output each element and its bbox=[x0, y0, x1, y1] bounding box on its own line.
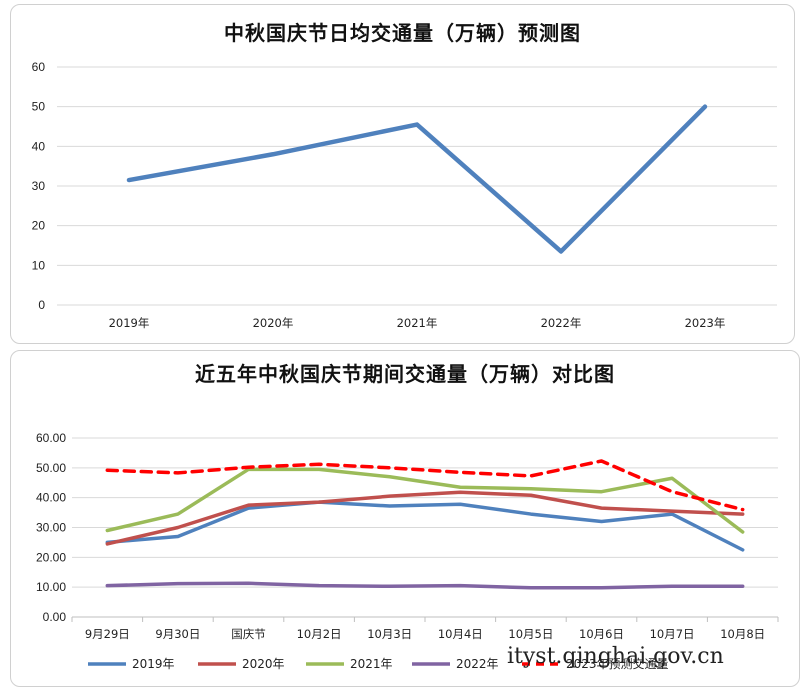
chart-panel-comparison: 近五年中秋国庆节期间交通量（万辆）对比图 bbox=[10, 350, 800, 687]
watermark-text: ityst.qinghai.gov.cn bbox=[507, 644, 724, 669]
c2-series-line bbox=[105, 581, 745, 590]
c2-legend-label: 2023年预测交通量 bbox=[566, 656, 669, 671]
c1-ytick-label: 0 bbox=[38, 298, 45, 312]
c2-legend-label: 2019年 bbox=[132, 657, 175, 671]
c2-xtick-label: 10月2日 bbox=[297, 627, 342, 641]
c2-ytick-label: 10.00 bbox=[36, 580, 66, 594]
chart-title-comparison: 近五年中秋国庆节期间交通量（万辆）对比图 bbox=[195, 362, 615, 386]
c1-ytick-label: 10 bbox=[32, 258, 46, 272]
c1-series-line bbox=[126, 104, 708, 254]
c2-legend-label: 2020年 bbox=[242, 657, 285, 671]
c2-ytick-label: 20.00 bbox=[36, 550, 66, 564]
c2-legend-label: 2022年 bbox=[456, 657, 499, 671]
c2-legend-label: 2021年 bbox=[350, 657, 393, 671]
c2-ytick-label: 40.00 bbox=[36, 491, 66, 505]
c2-ytick-label: 60.00 bbox=[36, 431, 66, 445]
c1-ytick-label: 20 bbox=[32, 219, 46, 233]
c2-xtick-label: 10月3日 bbox=[367, 627, 412, 641]
c2-xtick-label: 9月29日 bbox=[85, 627, 130, 641]
c1-ytick-label: 50 bbox=[32, 100, 46, 114]
chart-title-forecast: 中秋国庆节日均交通量（万辆）预测图 bbox=[224, 21, 581, 45]
c2-xtick-label: 10月5日 bbox=[508, 627, 553, 641]
c2-xtick-label: 国庆节 bbox=[231, 627, 266, 641]
c2-ytick-label: 0.00 bbox=[43, 610, 67, 624]
c2-series-line bbox=[105, 490, 745, 546]
c2-xtick-label: 10月7日 bbox=[650, 627, 695, 641]
c1-ytick-label: 30 bbox=[32, 179, 46, 193]
c2-series-line bbox=[105, 467, 745, 534]
chart-panel-forecast: 中秋国庆节日均交通量（万辆）预测图 bbox=[10, 4, 795, 344]
c2-series-line bbox=[105, 500, 745, 552]
c2-xtick-label: 10月8日 bbox=[720, 627, 765, 641]
c1-xtick-label: 2022年 bbox=[541, 316, 582, 330]
c1-xtick-label: 2019年 bbox=[109, 316, 150, 330]
c2-ytick-label: 50.00 bbox=[36, 461, 66, 475]
c1-xtick-label: 2021年 bbox=[397, 316, 438, 330]
c1-xtick-label: 2020年 bbox=[253, 316, 294, 330]
c1-ytick-label: 60 bbox=[32, 60, 46, 74]
c2-ytick-label: 30.00 bbox=[36, 521, 66, 535]
c2-xtick-label: 10月4日 bbox=[438, 627, 483, 641]
c2-series-line bbox=[105, 459, 745, 512]
c1-xtick-label: 2023年 bbox=[685, 316, 726, 330]
c1-ytick-label: 40 bbox=[32, 139, 46, 153]
c2-xtick-label: 10月6日 bbox=[579, 627, 624, 641]
c2-xtick-label: 9月30日 bbox=[155, 627, 200, 641]
